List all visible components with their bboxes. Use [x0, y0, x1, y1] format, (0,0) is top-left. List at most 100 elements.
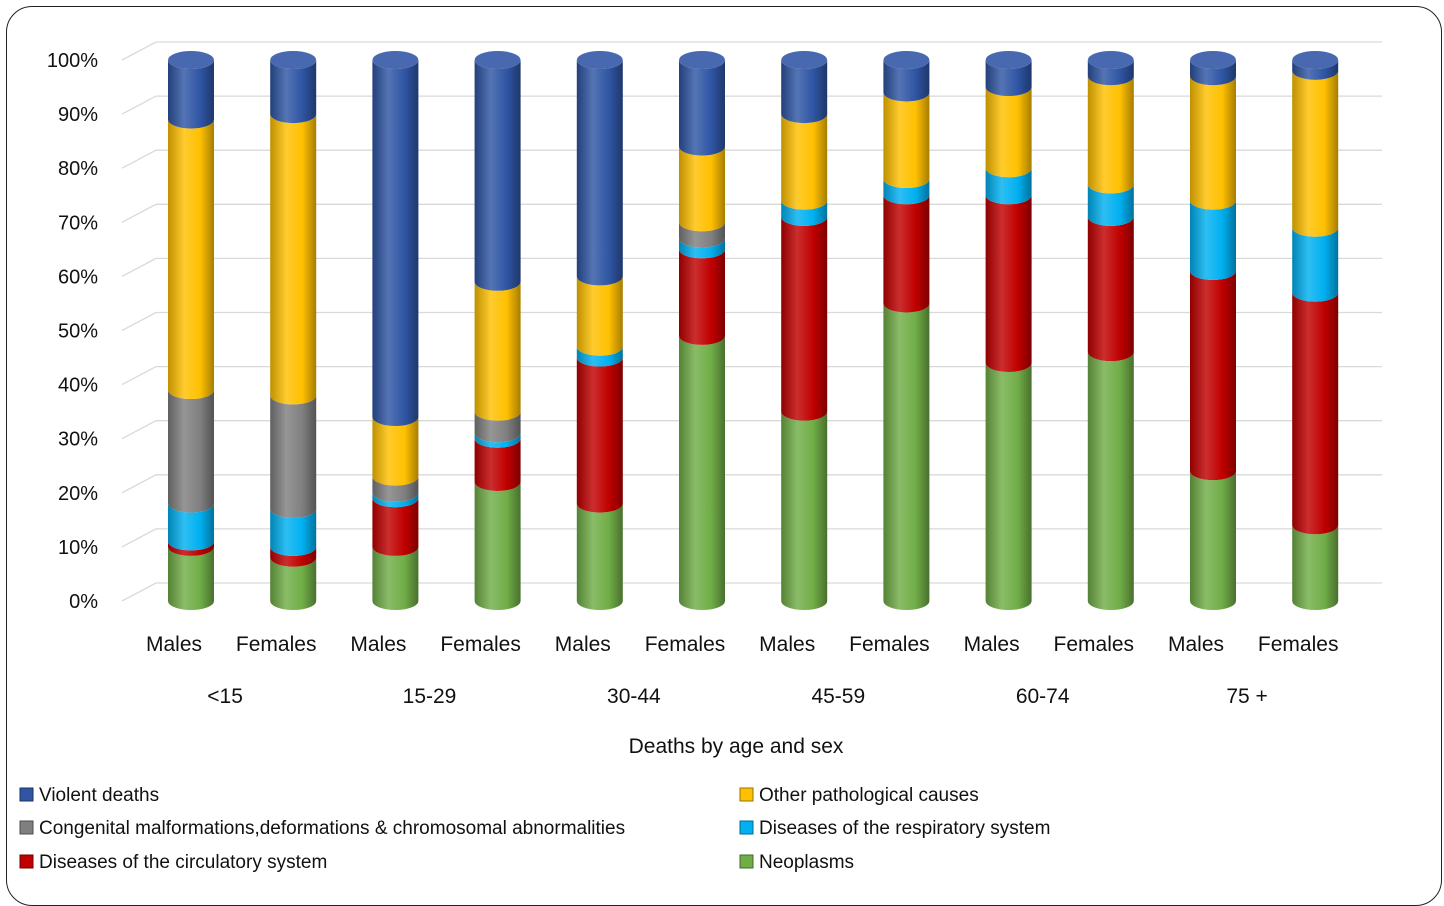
- bar-segment: [270, 546, 317, 567]
- legend-label: Diseases of the circulatory system: [39, 852, 327, 873]
- bar-segment: [1292, 525, 1339, 610]
- bar-segment: [985, 60, 1032, 97]
- bar-segment: [1087, 352, 1134, 610]
- bar-segment: [679, 146, 725, 232]
- bar-segment: [985, 87, 1032, 178]
- y-tick-label: 0%: [69, 591, 98, 613]
- legend-item: Other pathological causes: [739, 785, 979, 806]
- bar-segment: [576, 503, 623, 610]
- legend-label: Congenital malformations,deformations & …: [39, 818, 625, 839]
- bar-segment: [679, 60, 725, 156]
- bar-segment: [781, 216, 828, 421]
- bar-segment: [168, 390, 214, 513]
- y-tick-label: 70%: [58, 212, 98, 234]
- bar-stack: [372, 51, 419, 610]
- bar-segment: [372, 476, 419, 502]
- y-tick-label: 100%: [47, 50, 98, 72]
- bar-segment: [1190, 76, 1236, 210]
- bar-segment: [576, 357, 623, 513]
- x-category-label: Males: [555, 633, 611, 656]
- bar-segment: [474, 60, 521, 291]
- bar-top-cap: [270, 51, 317, 69]
- x-category-label: Males: [964, 633, 1020, 656]
- bar-segment: [883, 303, 930, 610]
- bar-segment: [781, 60, 828, 124]
- bar-stack: [1087, 51, 1134, 610]
- gridline: [121, 474, 1382, 494]
- gridline: [121, 95, 1382, 115]
- bar-segment: [1292, 70, 1339, 237]
- bar-segment: [474, 411, 521, 443]
- x-category-label: Females: [1054, 633, 1135, 656]
- legend-swatch: [739, 787, 754, 802]
- bar-segment: [883, 60, 930, 102]
- bar-segment: [372, 498, 419, 556]
- bar-segment: [168, 60, 214, 129]
- bar-segment: [679, 238, 725, 259]
- bar-segment: [270, 114, 317, 405]
- legend-swatch: [19, 820, 34, 835]
- bar-segment: [576, 276, 623, 356]
- gridline: [121, 149, 1382, 169]
- bar-segment: [883, 92, 930, 189]
- gridline: [121, 311, 1382, 332]
- bar-top-cap: [679, 51, 725, 69]
- x-category-label: Males: [350, 633, 406, 656]
- legend-label: Violent deaths: [39, 785, 159, 806]
- bar-segment: [168, 503, 214, 551]
- x-group-label: <15: [207, 685, 243, 708]
- legend-swatch: [739, 820, 754, 835]
- bar-stack: [1292, 51, 1339, 610]
- legend-swatch: [739, 854, 754, 869]
- y-axis-ticks: 0% 10% 20% 30% 40% 50% 60% 70% 80% 90% 100%: [47, 50, 98, 613]
- bar-stack: [781, 51, 828, 610]
- bar-top-cap: [168, 51, 214, 69]
- bar-segment: [168, 546, 214, 610]
- x-axis-title: Deaths by age and sex: [629, 735, 844, 758]
- y-tick-label: 10%: [58, 537, 98, 559]
- legend-item: Diseases of the circulatory system: [19, 852, 327, 873]
- bar-segment: [679, 335, 725, 610]
- bar-segment: [1087, 60, 1134, 86]
- bar-segment: [474, 433, 521, 448]
- bar-stack: [985, 51, 1032, 610]
- bar-top-cap: [1292, 51, 1339, 69]
- x-category-label: Males: [759, 633, 815, 656]
- bar-segment: [372, 417, 419, 486]
- y-tick-label: 20%: [58, 483, 98, 505]
- legend-item: Congenital malformations,deformations & …: [19, 818, 625, 839]
- x-axis-groups: <15 15-29 30-44 45-59 60-74 75 +: [207, 685, 1268, 708]
- bar-top-cap: [1087, 51, 1134, 69]
- bar-segment: [985, 362, 1032, 610]
- bar-segment: [372, 60, 419, 427]
- gridline: [121, 257, 1382, 277]
- bar-segment: [474, 438, 521, 491]
- bar-segment: [270, 60, 317, 124]
- bar-stack: [270, 51, 317, 610]
- bar-segment: [576, 346, 623, 367]
- bar-segment: [168, 541, 214, 556]
- x-category-label: Males: [1168, 633, 1224, 656]
- bar-stack: [576, 51, 623, 610]
- bar-top-cap: [576, 51, 623, 69]
- bar-segment: [474, 481, 521, 610]
- legend-item: Diseases of the respiratory system: [739, 818, 1050, 839]
- y-tick-label: 50%: [58, 321, 98, 343]
- legend-item: Neoplasms: [739, 852, 854, 873]
- bar-segment: [781, 411, 828, 610]
- bar-segment: [679, 222, 725, 248]
- bar-segment: [270, 557, 317, 610]
- bar-stack: [883, 51, 930, 610]
- bar-segment: [1190, 200, 1236, 280]
- bar-segment: [985, 195, 1032, 372]
- x-category-label: Females: [645, 633, 726, 656]
- x-axis-categories: Males Females Males Females Males Females Male…: [146, 633, 1338, 656]
- bar-segment: [1292, 227, 1339, 302]
- y-tick-label: 30%: [58, 429, 98, 451]
- bar-segment: [1087, 216, 1134, 362]
- y-tick-label: 90%: [58, 104, 98, 126]
- legend-swatch: [19, 787, 34, 802]
- bars: [168, 51, 1339, 610]
- bar-segment: [781, 200, 828, 226]
